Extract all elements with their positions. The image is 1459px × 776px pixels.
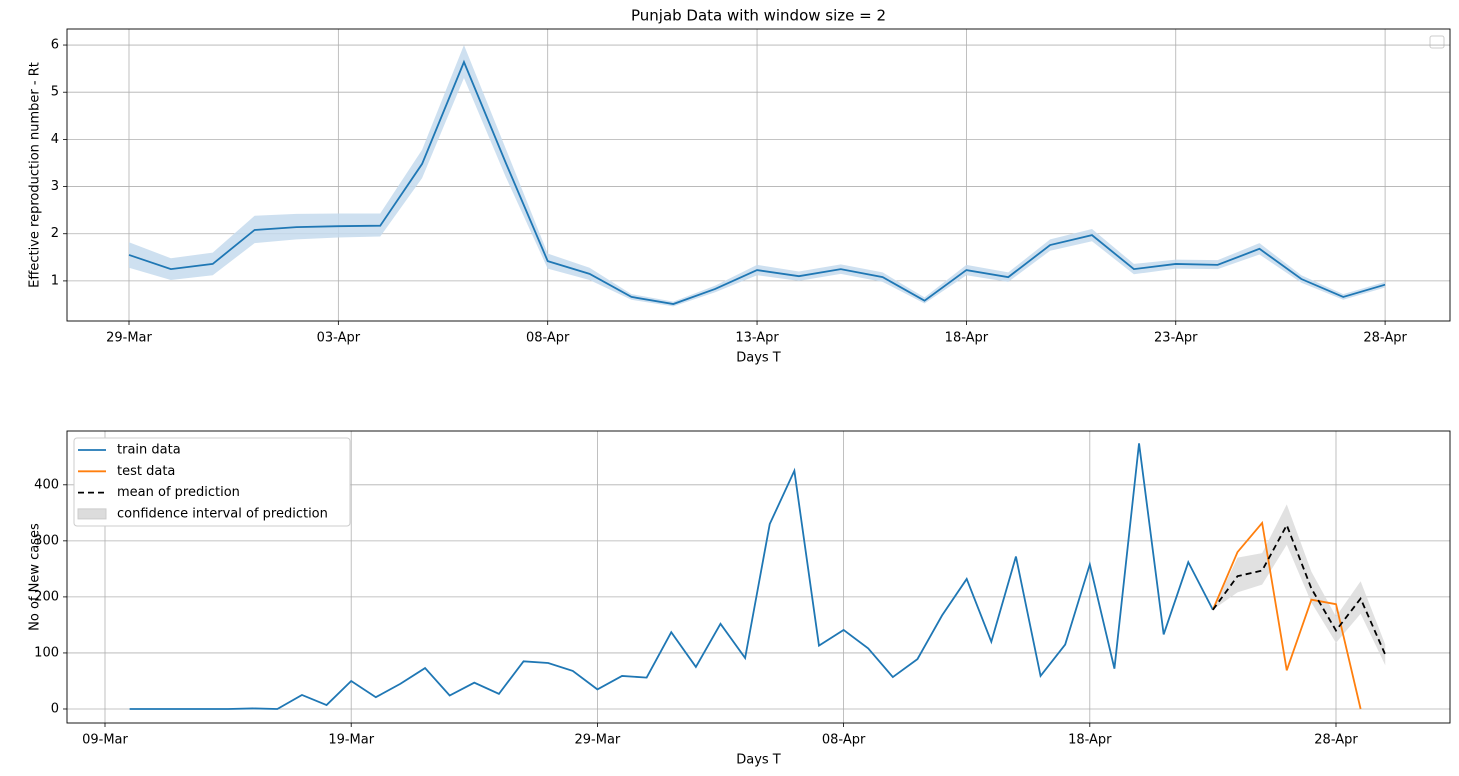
y-tick-label: 0 — [51, 701, 59, 716]
x-tick-label: 03-Apr — [317, 331, 361, 346]
x-tick-label: 18-Apr — [1068, 733, 1112, 748]
legend-label: mean of prediction — [117, 485, 240, 500]
x-tick-label: 08-Apr — [822, 733, 866, 748]
confidence-band — [129, 45, 1386, 307]
y-tick-label: 400 — [34, 477, 59, 492]
y-tick-label: 6 — [51, 38, 59, 53]
x-tick-label: 09-Mar — [82, 733, 128, 748]
x-tick-label: 28-Apr — [1314, 733, 1358, 748]
legend-box — [73, 437, 351, 527]
x-axis-label: Days T — [736, 351, 781, 366]
y-tick-label: 1 — [51, 273, 59, 288]
y-tick-label: 300 — [34, 533, 59, 548]
plot-frame — [66, 28, 1451, 322]
legend-label: confidence interval of prediction — [117, 506, 328, 521]
x-tick-label: 29-Mar — [106, 331, 152, 346]
x-tick-label: 23-Apr — [1154, 331, 1198, 346]
y-axis-label: No of New cases — [28, 523, 43, 631]
legend-swatch — [77, 508, 107, 520]
plot-frame — [66, 430, 1451, 724]
chart-title: Punjab Data with window size = 2 — [631, 7, 886, 25]
y-tick-label: 3 — [51, 179, 59, 194]
legend-label: test data — [117, 464, 175, 479]
confidence-band — [1212, 504, 1386, 666]
y-tick-label: 2 — [51, 226, 59, 241]
y-tick-label: 5 — [51, 85, 59, 100]
x-tick-label: 29-Mar — [575, 733, 621, 748]
data-line — [128, 59, 1386, 305]
data-line — [129, 443, 1214, 710]
y-axis-label: Effective reproduction number - Rt — [28, 62, 43, 288]
y-tick-label: 200 — [34, 589, 59, 604]
legend-label: train data — [117, 443, 181, 458]
x-tick-label: 13-Apr — [735, 331, 779, 346]
x-tick-label: 19-Mar — [328, 733, 374, 748]
empty-legend — [1429, 35, 1445, 49]
x-axis-label: Days T — [736, 753, 781, 768]
x-tick-label: 08-Apr — [526, 331, 570, 346]
data-line — [1212, 520, 1362, 710]
x-tick-label: 28-Apr — [1363, 331, 1407, 346]
y-tick-label: 100 — [34, 645, 59, 660]
x-tick-label: 18-Apr — [945, 331, 989, 346]
y-tick-label: 4 — [51, 132, 59, 147]
data-line — [1212, 523, 1387, 655]
